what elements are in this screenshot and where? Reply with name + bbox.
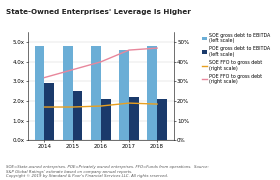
Bar (101, 99, 111, 140)
Bar (157, 99, 167, 140)
Bar (45, 84, 54, 140)
Bar (119, 50, 129, 140)
Text: SOE=State-owned enterprises. POE=Privately owned enterprises. FFO=Funds from ope: SOE=State-owned enterprises. POE=Private… (6, 165, 208, 178)
Bar (129, 97, 139, 140)
Bar (63, 46, 73, 140)
Legend: SOE gross debt to EBITDA
(left scale), POE gross debt to EBITDA
(left scale), SO: SOE gross debt to EBITDA (left scale), P… (202, 33, 270, 84)
Bar (91, 46, 101, 140)
Bar (35, 46, 45, 140)
Bar (147, 46, 157, 140)
Bar (73, 91, 83, 140)
Text: State-Owned Enterprises' Leverage Is Higher: State-Owned Enterprises' Leverage Is Hig… (6, 9, 190, 15)
